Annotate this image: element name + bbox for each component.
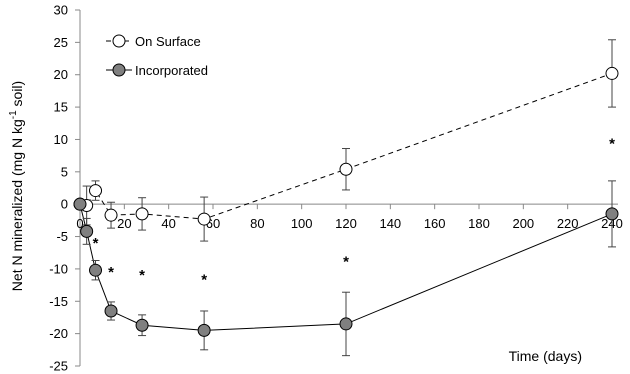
significance-marker: *	[343, 254, 349, 271]
data-point-1	[73, 197, 87, 211]
x-tick-label: 80	[250, 216, 264, 231]
y-tick-label: -10	[49, 261, 68, 276]
data-point-1	[89, 263, 103, 277]
significance-marker: *	[108, 264, 114, 281]
data-point-0	[135, 207, 149, 221]
y-tick-label: 15	[54, 100, 68, 115]
data-point-0	[104, 208, 118, 222]
x-tick-label: 160	[424, 216, 446, 231]
data-point-0	[605, 66, 619, 80]
data-point-1	[197, 323, 211, 337]
y-tick-label: 25	[54, 35, 68, 50]
y-tick-label: -15	[49, 294, 68, 309]
significance-marker: *	[201, 272, 207, 289]
legend-marker-0	[112, 34, 126, 48]
data-point-1	[80, 224, 94, 238]
x-tick-label: 100	[291, 216, 313, 231]
y-tick-label: -25	[49, 359, 68, 374]
x-tick-label: 200	[512, 216, 534, 231]
data-point-1	[605, 207, 619, 221]
legend: On Surface Incorporated	[106, 34, 208, 78]
series-line-0	[79, 72, 613, 220]
data-point-0	[197, 212, 211, 226]
significance-marker: *	[609, 136, 615, 153]
y-tick-label: 30	[54, 3, 68, 18]
x-axis-title: Time (days)	[509, 348, 582, 364]
x-tick-label: 220	[557, 216, 579, 231]
legend-marker-1	[112, 63, 126, 77]
y-axis-title-main: Net N mineralized (mg N kg	[9, 119, 25, 291]
y-axis-title-tail: soil)	[9, 81, 25, 111]
significance-marker: *	[93, 235, 99, 252]
data-point-0	[339, 162, 353, 176]
data-point-1	[104, 304, 118, 318]
x-tick-label: 140	[379, 216, 401, 231]
series-line-1	[79, 204, 613, 331]
legend-label-1: Incorporated	[135, 63, 208, 78]
y-tick-label: -5	[56, 229, 68, 244]
data-point-1	[339, 317, 353, 331]
y-tick-label: 20	[54, 67, 68, 82]
x-tick-label: 40	[161, 216, 175, 231]
y-axis-title-superscript: -1	[8, 110, 19, 119]
legend-label-0: On Surface	[135, 34, 201, 49]
y-axis-title: Net N mineralized (mg N kg-1 soil)	[8, 81, 25, 291]
y-tick-label: 10	[54, 132, 68, 147]
x-tick-label: 120	[335, 216, 357, 231]
x-tick-label: 180	[468, 216, 490, 231]
x-tick-label: 0	[76, 216, 83, 231]
y-tick-label: 5	[61, 164, 68, 179]
y-tick-label: -20	[49, 326, 68, 341]
annotations-group: * * * * * *	[93, 136, 615, 289]
x-tick-label: 20	[117, 216, 131, 231]
data-point-0	[89, 184, 103, 198]
series-group	[73, 39, 619, 357]
data-point-1	[135, 318, 149, 332]
y-tick-label: 0	[61, 197, 68, 212]
significance-marker: *	[139, 267, 145, 284]
